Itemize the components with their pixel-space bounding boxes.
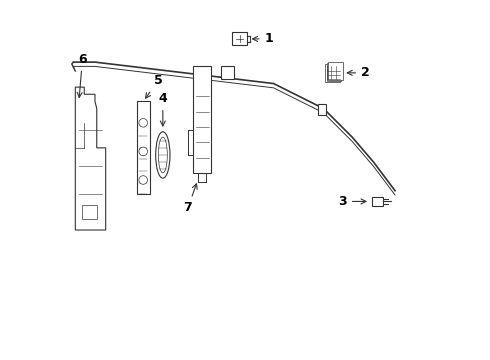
- Text: 4: 4: [158, 92, 167, 126]
- Text: 6: 6: [77, 53, 87, 98]
- Bar: [328, 62, 343, 80]
- Polygon shape: [137, 102, 149, 194]
- Text: 1: 1: [252, 32, 273, 45]
- Circle shape: [139, 118, 147, 127]
- Text: 7: 7: [183, 184, 197, 215]
- Bar: [220, 66, 234, 79]
- Text: 2: 2: [347, 66, 370, 79]
- Circle shape: [139, 147, 147, 156]
- Polygon shape: [75, 87, 106, 230]
- Polygon shape: [193, 66, 211, 173]
- Polygon shape: [232, 32, 247, 45]
- Bar: [327, 63, 341, 81]
- Bar: [325, 64, 340, 82]
- Bar: [82, 205, 97, 219]
- Polygon shape: [372, 197, 383, 206]
- Circle shape: [139, 176, 147, 184]
- Text: 3: 3: [338, 195, 366, 208]
- Bar: [318, 104, 326, 114]
- Text: 5: 5: [146, 74, 163, 98]
- Ellipse shape: [156, 132, 170, 178]
- Ellipse shape: [158, 137, 167, 173]
